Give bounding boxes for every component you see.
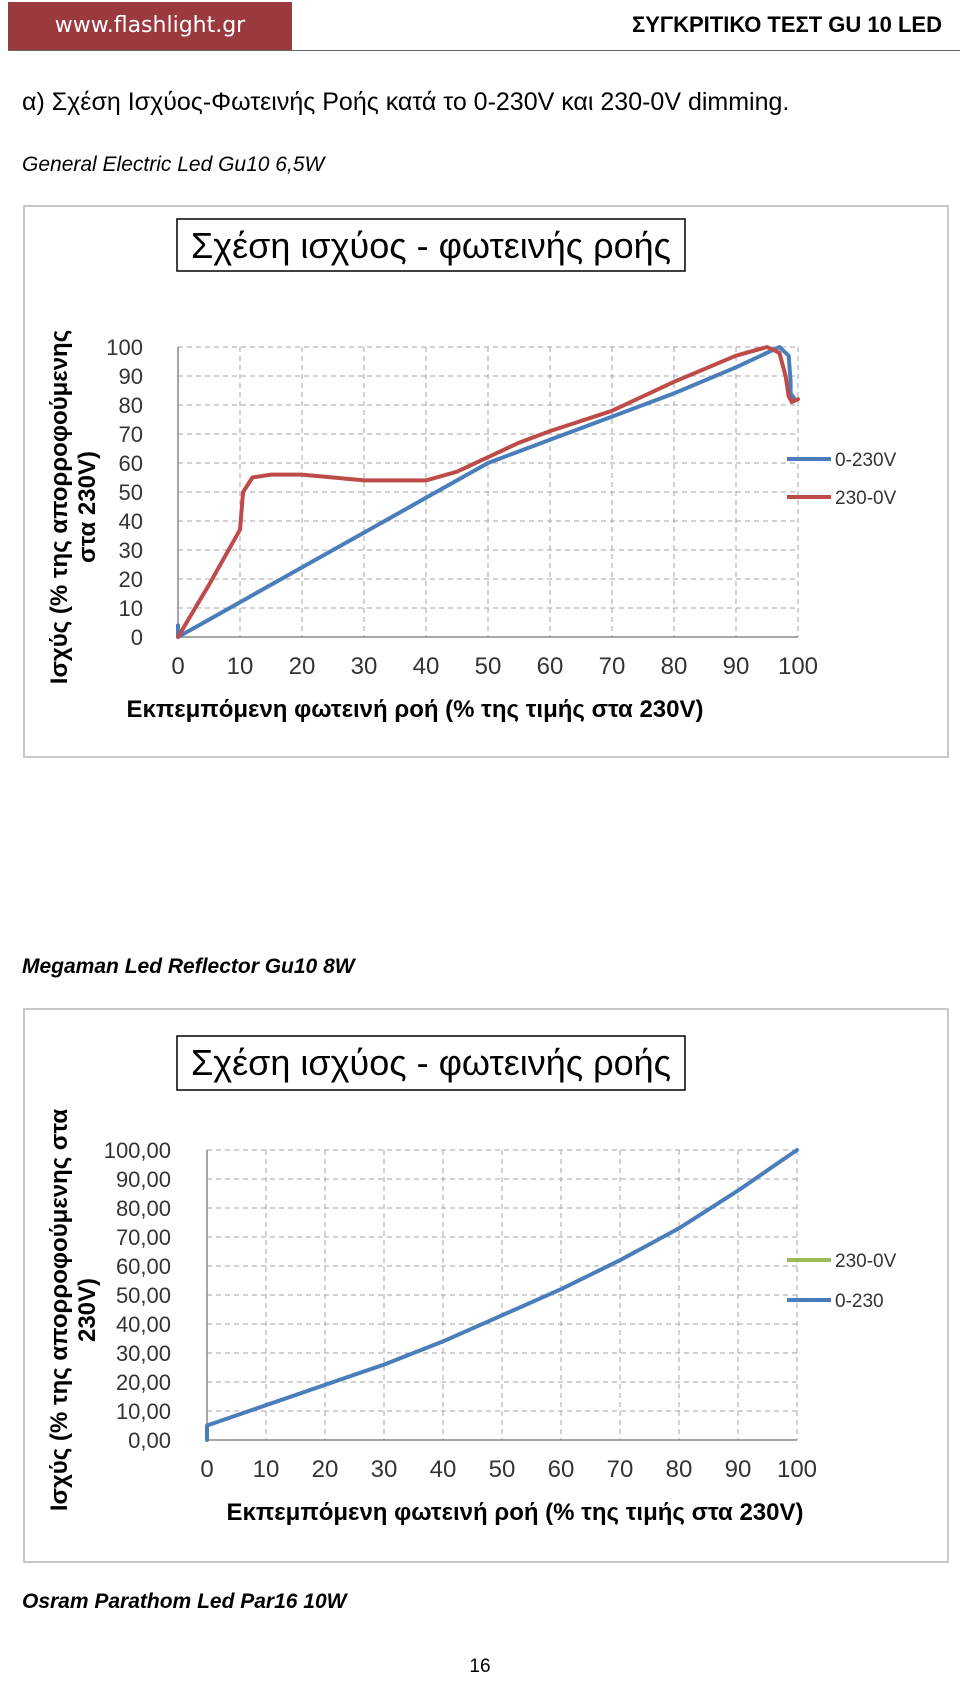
x-tick-label: 10 — [227, 653, 254, 680]
y-tick-label: 60 — [119, 451, 143, 476]
x-tick-label: 80 — [661, 653, 688, 680]
series-line-0-230 — [205, 1148, 799, 1442]
y-tick-label: 40,00 — [116, 1312, 171, 1337]
y-tick-label: 0,00 — [128, 1428, 171, 1453]
x-tick-label: 90 — [723, 653, 750, 680]
y-tick-label: 80,00 — [116, 1196, 171, 1221]
legend-label: 0-230 — [835, 1291, 884, 1312]
x-tick-label: 60 — [548, 1456, 575, 1483]
site-banner[interactable]: www.flashlight.gr — [8, 2, 292, 50]
legend-label: 230-0V — [835, 1251, 897, 1272]
x-tick-label: 100 — [778, 653, 818, 680]
y-tick-label: 40 — [119, 509, 143, 534]
product-label-megaman: Megaman Led Reflector Gu10 8W — [22, 955, 355, 978]
product-label-osram: Osram Parathom Led Par16 10W — [22, 1590, 347, 1613]
y-tick-label: 30 — [119, 538, 143, 563]
y-tick-label: 70,00 — [116, 1225, 171, 1250]
y-tick-label: 50 — [119, 480, 143, 505]
y-tick-label: 50,00 — [116, 1283, 171, 1308]
x-tick-label: 50 — [489, 1456, 516, 1483]
y-tick-label: 30,00 — [116, 1341, 171, 1366]
y-tick-label: 90,00 — [116, 1167, 171, 1192]
y-axis-label: 230V) — [74, 1278, 101, 1342]
y-tick-label: 70 — [119, 422, 143, 447]
series-line-230-0V — [176, 345, 800, 639]
x-axis-label: Εκπεμπόμενη φωτεινή ροή (% της τιμής στα… — [227, 1499, 804, 1526]
y-tick-label: 10,00 — [116, 1399, 171, 1424]
x-tick-label: 30 — [371, 1456, 398, 1483]
section-heading: α) Σχέση Ισχύος-Φωτεινής Ροής κατά το 0-… — [22, 88, 790, 116]
chart-svg-1: Σχέση ισχύος - φωτεινής ροής 0 10 20 30 40 50 6… — [46, 218, 897, 723]
x-tick-label: 40 — [413, 653, 440, 680]
x-tick-label: 20 — [312, 1456, 339, 1483]
y-tick-label: 10 — [119, 596, 143, 621]
x-tick-label: 90 — [725, 1456, 752, 1483]
x-tick-label: 100 — [777, 1456, 817, 1483]
x-tick-label: 40 — [430, 1456, 457, 1483]
x-tick-label: 0 — [200, 1456, 213, 1483]
legend-label: 0-230V — [835, 450, 897, 471]
y-tick-label: 60,00 — [116, 1254, 171, 1279]
page-number: 16 — [469, 1656, 491, 1677]
series-line-0-230V — [176, 345, 797, 639]
y-axis-label: στα 230V) — [74, 451, 101, 563]
y-tick-label: 20 — [119, 567, 143, 592]
x-tick-label: 80 — [666, 1456, 693, 1483]
chart-svg-2: Σχέση ισχύος - φωτεινής ροής 0 10 20 30 40 50 6… — [46, 1035, 897, 1526]
x-tick-label: 0 — [171, 653, 184, 680]
x-tick-label: 70 — [607, 1456, 634, 1483]
header-rule — [8, 50, 960, 51]
y-tick-label: 100,00 — [104, 1138, 171, 1163]
x-tick-label: 50 — [475, 653, 502, 680]
y-tick-label: 20,00 — [116, 1370, 171, 1395]
y-tick-label: 90 — [119, 364, 143, 389]
x-tick-label: 30 — [351, 653, 378, 680]
chart-title: Σχέση ισχύος - φωτεινής ροής — [191, 1042, 671, 1083]
x-tick-label: 10 — [253, 1456, 280, 1483]
chart-title-box — [176, 1035, 686, 1091]
y-axis-label: Ισχύς (% της απορροφούμενης στα — [46, 1109, 73, 1512]
x-tick-label: 20 — [289, 653, 316, 680]
legend-label: 230-0V — [835, 488, 897, 509]
y-tick-label: 80 — [119, 393, 143, 418]
y-tick-label: 100 — [106, 335, 143, 360]
x-tick-label: 70 — [599, 653, 626, 680]
chart-panel-1: Σχέση ισχύος - φωτεινής ροής 0 10 20 30 40 50 6… — [23, 205, 949, 758]
chart-title-box — [176, 218, 686, 272]
y-tick-label: 0 — [131, 625, 143, 650]
x-axis-label: Εκπεμπόμενη φωτεινή ροή (% της τιμής στα… — [127, 696, 704, 723]
x-tick-label: 60 — [537, 653, 564, 680]
product-label-ge: General Electric Led Gu10 6,5W — [22, 153, 325, 176]
document-title: ΣΥΓΚΡΙΤΙΚΟ ΤΕΣΤ GU 10 LED — [632, 12, 942, 37]
chart-title: Σχέση ισχύος - φωτεινής ροής — [191, 225, 671, 266]
chart-panel-2: Σχέση ισχύος - φωτεινής ροής 0 10 20 30 40 50 6… — [23, 1008, 949, 1563]
y-axis-label: Ισχύς (% της απορροφούμενης — [46, 330, 73, 684]
